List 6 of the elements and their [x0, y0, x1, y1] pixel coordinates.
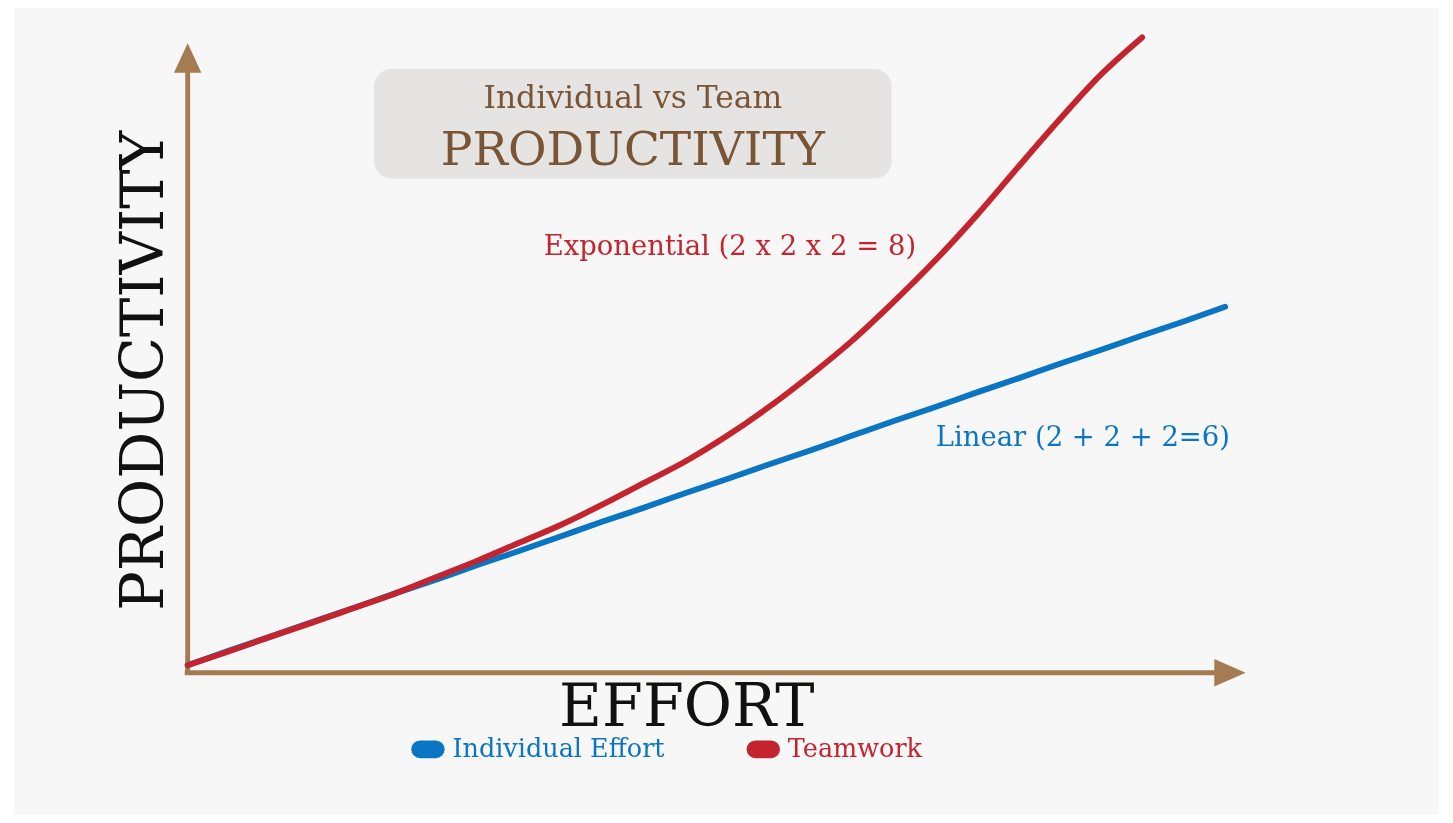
text: Individual vs Team: [483, 79, 783, 116]
y-axis-title: PRODUCTIVITY: [108, 129, 178, 611]
text: PRODUCTIVITY: [440, 120, 826, 176]
annotation: Exponential (2 x 2 x 2 = 8): [543, 230, 917, 262]
legend-label: Teamwork: [787, 733, 923, 764]
annotation: Linear (2 + 2 + 2=6): [935, 421, 1231, 453]
